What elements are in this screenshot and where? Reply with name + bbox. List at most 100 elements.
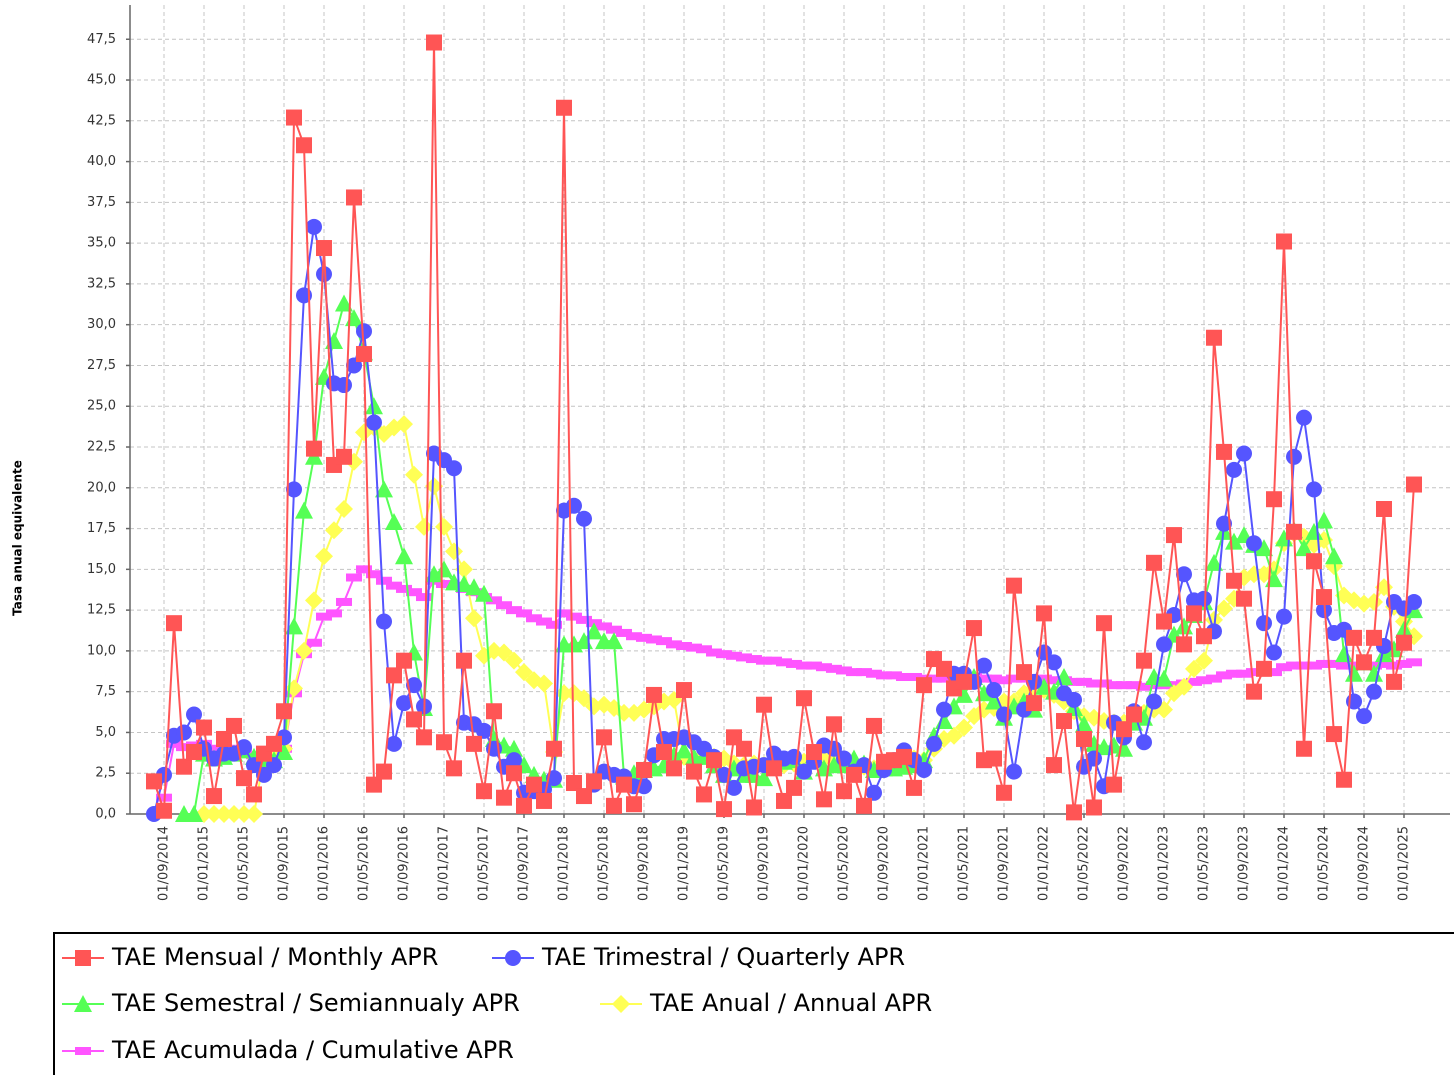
marker bbox=[786, 748, 802, 765]
marker bbox=[225, 805, 243, 823]
y-tick-label: 32,5 bbox=[87, 276, 116, 291]
marker bbox=[886, 671, 902, 680]
marker bbox=[1366, 683, 1382, 700]
marker bbox=[846, 668, 862, 677]
marker bbox=[756, 656, 772, 665]
legend-label: TAE Mensual / Monthly APR bbox=[111, 943, 438, 971]
x-tick-label: 01/09/2019 bbox=[757, 826, 772, 901]
marker bbox=[626, 796, 642, 813]
marker bbox=[576, 510, 592, 527]
marker bbox=[706, 648, 722, 657]
x-tick-label: 01/05/2017 bbox=[477, 826, 492, 901]
marker bbox=[196, 719, 212, 736]
marker bbox=[646, 686, 662, 703]
marker bbox=[1046, 654, 1062, 671]
marker bbox=[726, 651, 742, 660]
marker bbox=[286, 481, 302, 498]
x-tick-label: 01/01/2021 bbox=[917, 826, 932, 901]
marker bbox=[1276, 233, 1292, 250]
marker bbox=[1336, 771, 1352, 788]
marker bbox=[515, 663, 533, 682]
marker bbox=[475, 584, 493, 602]
marker bbox=[395, 415, 413, 434]
y-tick-label: 25,0 bbox=[87, 399, 116, 414]
marker bbox=[976, 674, 992, 683]
legend-label: TAE Semestral / Semiannualy APR bbox=[111, 989, 520, 1017]
marker bbox=[496, 601, 512, 610]
marker bbox=[306, 440, 322, 457]
x-tick-label: 01/01/2022 bbox=[1037, 826, 1052, 901]
marker bbox=[1246, 683, 1262, 700]
marker bbox=[176, 724, 192, 741]
marker bbox=[826, 716, 842, 733]
y-tick-label: 7,5 bbox=[95, 684, 116, 699]
y-tick-label: 40,0 bbox=[87, 154, 116, 169]
marker bbox=[736, 740, 752, 757]
marker bbox=[1335, 645, 1353, 663]
marker bbox=[686, 763, 702, 780]
marker bbox=[395, 547, 413, 565]
marker bbox=[346, 189, 362, 206]
marker bbox=[556, 609, 572, 618]
marker bbox=[636, 633, 652, 642]
marker bbox=[1286, 448, 1302, 465]
marker bbox=[1386, 673, 1402, 690]
marker bbox=[516, 797, 532, 814]
marker bbox=[1106, 681, 1122, 690]
marker bbox=[955, 718, 973, 737]
marker bbox=[185, 805, 203, 822]
marker bbox=[796, 763, 812, 780]
marker bbox=[1146, 554, 1162, 571]
marker bbox=[505, 950, 521, 966]
marker bbox=[736, 653, 752, 662]
y-axis-title: Tasa anual equivalente bbox=[11, 460, 25, 616]
marker bbox=[606, 625, 622, 634]
marker bbox=[746, 655, 762, 664]
marker bbox=[205, 805, 223, 823]
x-tick-label: 01/05/2021 bbox=[957, 826, 972, 901]
marker bbox=[1196, 590, 1212, 607]
marker bbox=[526, 776, 542, 793]
marker bbox=[916, 677, 932, 694]
y-tick-label: 5,0 bbox=[95, 725, 116, 740]
marker bbox=[596, 622, 612, 631]
marker bbox=[1286, 661, 1302, 670]
marker bbox=[416, 593, 432, 602]
marker bbox=[626, 632, 642, 641]
marker bbox=[1136, 652, 1152, 669]
marker bbox=[1365, 664, 1383, 682]
marker bbox=[1006, 577, 1022, 594]
marker bbox=[566, 775, 582, 792]
marker bbox=[1376, 659, 1392, 668]
marker bbox=[556, 99, 572, 116]
x-tick-label: 01/05/2024 bbox=[1317, 826, 1332, 901]
marker bbox=[1316, 659, 1332, 668]
y-tick-label: 37,5 bbox=[87, 195, 116, 210]
y-tick-label: 2,5 bbox=[95, 766, 116, 781]
marker bbox=[1166, 527, 1182, 544]
marker bbox=[746, 799, 762, 816]
y-tick-label: 15,0 bbox=[87, 562, 116, 577]
marker bbox=[836, 666, 852, 675]
x-tick-label: 01/09/2017 bbox=[517, 826, 532, 901]
marker bbox=[1126, 706, 1142, 723]
marker bbox=[1336, 661, 1352, 670]
marker bbox=[376, 576, 392, 585]
marker bbox=[716, 801, 732, 818]
marker bbox=[435, 517, 453, 536]
x-tick-label: 01/05/2018 bbox=[597, 826, 612, 901]
marker bbox=[1216, 443, 1232, 460]
marker bbox=[1316, 589, 1332, 606]
marker bbox=[796, 690, 812, 707]
marker bbox=[326, 609, 342, 618]
marker bbox=[216, 730, 232, 747]
marker bbox=[566, 612, 582, 621]
marker bbox=[536, 792, 552, 809]
marker bbox=[1066, 691, 1082, 708]
marker bbox=[1186, 605, 1202, 622]
marker bbox=[486, 703, 502, 720]
marker bbox=[1086, 799, 1102, 816]
y-tick-label: 12,5 bbox=[87, 603, 116, 618]
marker bbox=[1076, 677, 1092, 686]
marker bbox=[876, 671, 892, 680]
